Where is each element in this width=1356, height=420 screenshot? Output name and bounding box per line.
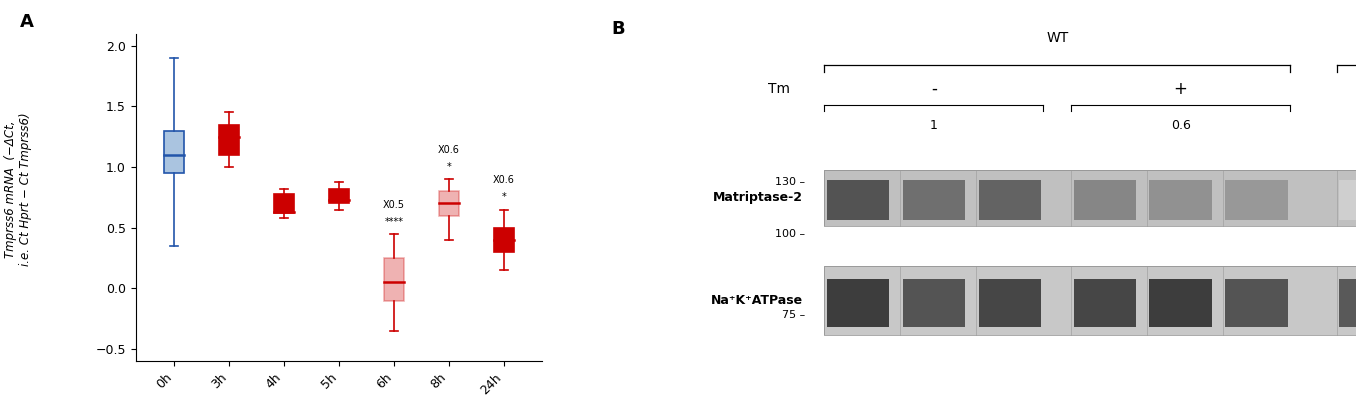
Bar (824, 170, 1356, 226)
Text: Tm: Tm (769, 82, 791, 96)
Bar (495, 228, 514, 252)
Text: *: * (446, 162, 452, 172)
Bar (824, 266, 1356, 335)
Text: *: * (502, 192, 506, 202)
Text: Na⁺K⁺ATPase: Na⁺K⁺ATPase (711, 294, 803, 307)
Text: 1: 1 (930, 119, 938, 132)
Bar (824, 170, 1356, 226)
Text: 0.6: 0.6 (1170, 119, 1191, 132)
Bar (903, 279, 965, 327)
Text: 75 –: 75 – (782, 310, 805, 320)
Text: -: - (930, 80, 937, 98)
Text: X0.5: X0.5 (382, 200, 405, 210)
Text: ****: **** (385, 217, 404, 226)
Text: B: B (612, 21, 625, 39)
Bar (274, 194, 294, 213)
Bar (1074, 279, 1136, 327)
Bar (1340, 279, 1356, 327)
Bar (1150, 279, 1212, 327)
Bar (330, 189, 348, 203)
Text: WT: WT (1045, 31, 1069, 45)
Bar (220, 125, 239, 155)
Bar (384, 258, 404, 301)
Bar (164, 131, 183, 173)
Bar (1150, 180, 1212, 220)
Bar (824, 266, 1356, 335)
Text: 100 –: 100 – (776, 229, 805, 239)
Text: 130 –: 130 – (776, 177, 805, 187)
Text: A: A (20, 13, 34, 31)
Text: X0.6: X0.6 (438, 145, 460, 155)
Bar (979, 180, 1041, 220)
Bar (1226, 279, 1288, 327)
Bar (827, 279, 890, 327)
Bar (1074, 180, 1136, 220)
Bar (979, 279, 1041, 327)
Text: Tmprss6 mRNA  (−ΔCt,
i.e. Ct Hprt − Ct Tmprss6): Tmprss6 mRNA (−ΔCt, i.e. Ct Hprt − Ct Tm… (4, 112, 31, 266)
Bar (439, 192, 458, 215)
Text: X0.6: X0.6 (494, 175, 515, 185)
Bar (1340, 180, 1356, 220)
Text: +: + (1174, 80, 1188, 98)
Bar (1226, 180, 1288, 220)
Text: Matriptase-2: Matriptase-2 (713, 192, 803, 205)
Bar (827, 180, 890, 220)
Bar (903, 180, 965, 220)
